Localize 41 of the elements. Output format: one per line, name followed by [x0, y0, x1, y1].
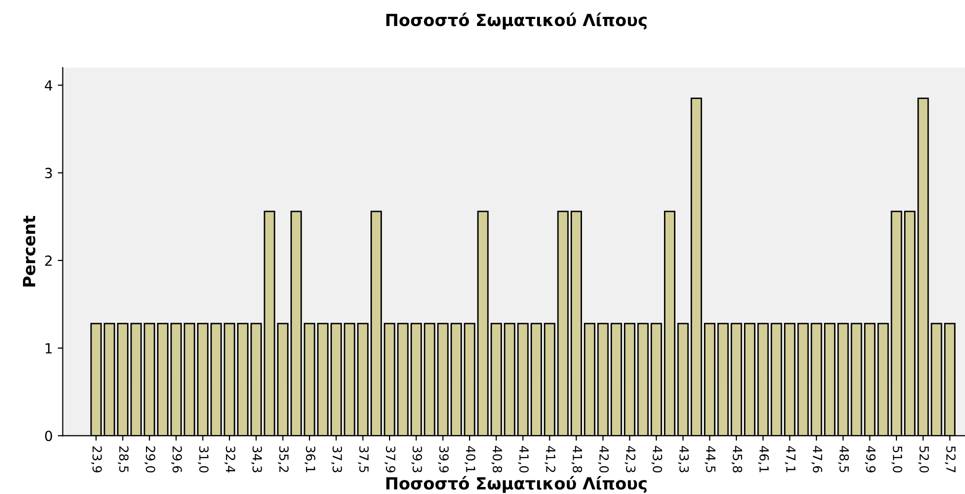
x-tick-label: 48,5 — [838, 446, 849, 472]
x-tick-label: 44,5 — [704, 446, 716, 472]
y-tick-label: 3 — [45, 168, 52, 178]
x-tick-label: 52,7 — [944, 446, 956, 472]
x-tick-label: 46,1 — [758, 446, 769, 472]
x-tick-label: 29,6 — [171, 446, 182, 472]
x-tick-label: 43,0 — [651, 446, 662, 472]
chart-title: Ποσοστό Σωματικού Λίπους — [386, 12, 647, 30]
x-tick-label: 23,9 — [91, 446, 102, 472]
x-tick-label: 41,2 — [544, 446, 556, 472]
x-tick-label: 37,3 — [331, 446, 342, 472]
y-tick-label: 1 — [46, 343, 52, 354]
x-tick-label: 36,1 — [304, 446, 316, 472]
x-tick-label: 39,3 — [411, 446, 422, 472]
x-tick-label: 52,0 — [918, 446, 929, 472]
x-tick-label: 32,4 — [224, 446, 236, 473]
y-tick-label: 2 — [45, 255, 52, 266]
x-tick-label: 37,5 — [358, 446, 369, 472]
x-tick-label: 47,1 — [784, 446, 796, 472]
x-tick-label: 49,9 — [864, 446, 876, 472]
y-tick-label: 4 — [44, 80, 52, 90]
x-tick-label: 42,0 — [598, 446, 609, 472]
x-tick-label: 43,3 — [678, 446, 689, 472]
x-tick-label: 51,0 — [892, 446, 902, 472]
x-tick-label: 28,5 — [118, 446, 129, 472]
x-tick-label: 29,0 — [144, 446, 156, 472]
y-tick-label: 0 — [45, 430, 52, 442]
x-tick-label: 42,3 — [624, 446, 636, 472]
x-tick-label: 40,8 — [491, 446, 502, 472]
x-tick-label: 37,9 — [384, 446, 396, 472]
x-tick-label: 34,3 — [251, 446, 262, 472]
x-tick-label: 41,8 — [571, 446, 582, 472]
y-axis-title: Percent — [22, 216, 36, 287]
x-tick-label: 45,8 — [731, 446, 742, 472]
x-tick-label: 40,1 — [464, 446, 476, 472]
x-tick-label: 31,0 — [198, 446, 209, 472]
x-tick-label: 35,2 — [278, 446, 289, 472]
x-tick-label: 41,0 — [518, 446, 529, 472]
x-tick-label: 47,6 — [812, 446, 822, 472]
x-tick-label: 39,9 — [438, 446, 449, 472]
x-axis-title: Ποσοστό Σωματικού Λίπους — [386, 476, 647, 493]
